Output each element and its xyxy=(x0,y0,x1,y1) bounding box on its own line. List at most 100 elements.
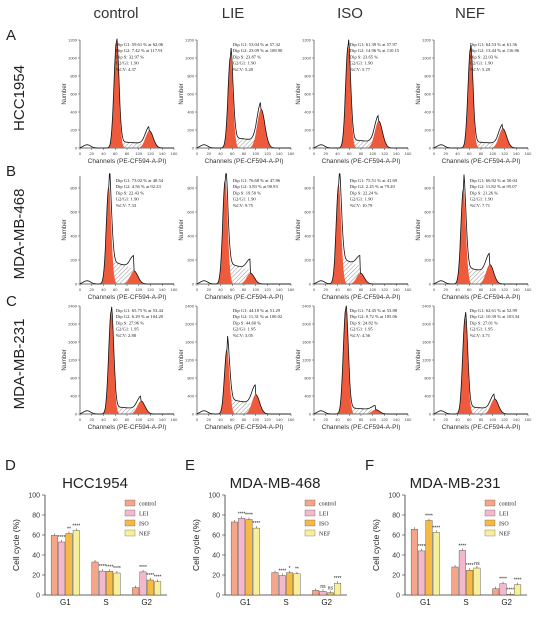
histogram-x-tick-label: 20 xyxy=(444,287,449,292)
histogram-x-tick-label: 100 xyxy=(489,151,496,156)
histogram-x-axis-label: Channels (PE-CF594-A-PI) xyxy=(88,424,167,431)
histogram-y-tick-label: 2400 xyxy=(68,304,78,309)
histogram-8: 0 200 400 600 800 0 20 40 60 80 100 120 140 160 Channe… xyxy=(416,174,532,301)
histogram-g2-peak xyxy=(483,398,506,414)
histogram-x-tick-label: 20 xyxy=(324,417,329,422)
legend-swatch-iso xyxy=(124,519,136,527)
histogram-3: 0 200 400 600 800 1000 1200 0 20 40 60 80 100 120 140 1… xyxy=(296,38,412,166)
histogram-x-tick-label: 60 xyxy=(467,151,472,156)
histogram-x-tick-label: 100 xyxy=(369,417,376,422)
bar-control xyxy=(492,588,500,596)
bar-y-axis-label: Cell cycle (%) xyxy=(371,519,381,571)
histogram-y-axis-label: Number xyxy=(179,219,185,240)
histogram-y-tick-label: 600 xyxy=(424,92,431,97)
histogram-x-tick-label: 40 xyxy=(455,417,460,422)
histogram-y-tick-label: 1600 xyxy=(422,340,432,345)
bar-significance-label: ns xyxy=(320,584,326,590)
histogram-x-tick-label: 0 xyxy=(79,287,82,292)
histogram-stat-line: Dip G2: 0.72 % at 105.06 xyxy=(350,314,398,319)
bar-lei xyxy=(458,550,466,596)
histogram-stat-line: Dip S: 23.65 % xyxy=(350,54,379,59)
histogram-x-tick-label: 0 xyxy=(79,151,82,156)
histogram-y-tick-label: 800 xyxy=(304,376,311,381)
histogram-x-tick-label: 140 xyxy=(513,287,520,292)
bar-control xyxy=(451,566,459,596)
row-label-c: MDA-MB-231 xyxy=(11,319,28,410)
bar-category-label: S xyxy=(103,598,108,607)
bar-significance-label: **** xyxy=(418,544,426,550)
histogram-stat-line: G2/G1: 1.95 xyxy=(350,327,374,332)
histogram-stat-line: G2/G1: 1.90 xyxy=(116,197,140,202)
panel-letter-f: F xyxy=(365,457,374,474)
bar-significance-label: **** xyxy=(252,521,260,527)
bar-chart-title: HCC1954 xyxy=(62,475,128,492)
bar-y-axis-label: Cell cycle (%) xyxy=(11,519,21,571)
histogram-y-tick-label: 0 xyxy=(75,282,78,287)
bar-y-tick-label: 20 xyxy=(392,573,400,580)
histogram-stat-line: %CV: 4.56 xyxy=(350,333,371,338)
histogram-y-tick-label: 1200 xyxy=(422,358,432,363)
histogram-x-tick-label: 0 xyxy=(433,151,436,156)
bar-significance-label: **** xyxy=(466,563,474,569)
histogram-stat-line: Dip G1: 74.45 % at 53.88 xyxy=(350,308,398,313)
bar-iso xyxy=(286,572,294,596)
histogram-x-tick-label: 20 xyxy=(90,151,95,156)
histogram-y-tick-label: 800 xyxy=(304,186,311,191)
histogram-y-tick-label: 400 xyxy=(187,110,194,115)
histogram-stat-line: G2/G1: 1.90 xyxy=(470,61,494,66)
histogram-envelope-line xyxy=(79,306,174,415)
bar-y-tick-label: 80 xyxy=(212,513,220,520)
bar-category-label: G1 xyxy=(60,598,71,607)
histogram-stat-line: Dip G2: 4.56 % at 92.23 xyxy=(116,184,162,189)
histogram-x-tick-label: 120 xyxy=(501,287,508,292)
histogram-stat-line: %CV: 10.79 xyxy=(350,203,373,208)
histogram-x-tick-label: 160 xyxy=(288,287,295,292)
histogram-x-tick-label: 120 xyxy=(501,151,508,156)
histogram-g1-peak xyxy=(222,56,239,149)
histogram-x-tick-label: 20 xyxy=(207,151,212,156)
histogram-y-tick-label: 2400 xyxy=(302,304,312,309)
histogram-x-tick-label: 100 xyxy=(369,151,376,156)
histogram-x-tick-label: 40 xyxy=(455,151,460,156)
bar-nef xyxy=(432,532,440,596)
histogram-stat-line: G2/G1: 1.95 xyxy=(116,327,140,332)
histogram-stat-line: Dip S: 22.43 % xyxy=(116,190,145,195)
histogram-stat-line: %CV: 5.29 xyxy=(470,67,491,72)
histogram-stat-line: Dip G2: 23.09 % at 108.90 xyxy=(233,48,283,53)
histogram-stat-line: Dip G1: 44.10 % at 51.29 xyxy=(233,308,281,313)
histogram-envelope-line xyxy=(79,173,174,285)
histogram-stat-line: %CV: 7.71 xyxy=(470,203,491,208)
histogram-stat-line: Dip S: 27.01 % xyxy=(470,320,499,325)
row-label-b: MDA-MB-468 xyxy=(11,189,28,280)
bar-category-label: G2 xyxy=(501,598,512,607)
legend-swatch-control xyxy=(124,499,136,507)
histogram-x-tick-label: 140 xyxy=(393,417,400,422)
histogram-y-tick-label: 1600 xyxy=(302,340,312,345)
histogram-y-tick-label: 1200 xyxy=(302,358,312,363)
histogram-stat-line: Dip G1: 53.04 % at 57.32 xyxy=(233,42,281,47)
histogram-x-tick-label: 120 xyxy=(147,287,154,292)
histogram-stat-line: Dip G2: 13.44 % at 116.96 xyxy=(470,48,520,53)
legend-label-nef: NEF xyxy=(499,532,511,538)
histogram-y-tick-label: 1000 xyxy=(422,56,432,61)
row-label-a: HCC1954 xyxy=(11,65,28,131)
histogram-x-tick-label: 140 xyxy=(393,287,400,292)
histogram-y-tick-label: 200 xyxy=(187,258,194,263)
histogram-envelope-line xyxy=(313,305,408,415)
histogram-y-tick-label: 2400 xyxy=(422,304,432,309)
histogram-x-axis-label: Channels (PE-CF594-A-PI) xyxy=(322,424,401,431)
histogram-y-tick-label: 2000 xyxy=(185,322,195,327)
bar-lei xyxy=(499,583,507,596)
histogram-x-axis-label: Channels (PE-CF594-A-PI) xyxy=(442,158,521,165)
histogram-x-tick-label: 120 xyxy=(381,151,388,156)
histogram-g1-peak xyxy=(455,189,472,284)
column-header-control: control xyxy=(93,5,138,22)
histogram-stat-line: Dip S: 21.26 % xyxy=(470,190,499,195)
histogram-x-tick-label: 80 xyxy=(125,151,130,156)
histogram-x-tick-label: 140 xyxy=(159,287,166,292)
histogram-stat-line: Dip S: 19.50 % xyxy=(233,190,262,195)
histogram-stat-line: G2/G1: 1.90 xyxy=(233,61,257,66)
histogram-x-tick-label: 100 xyxy=(135,151,142,156)
histogram-y-tick-label: 2000 xyxy=(68,322,78,327)
histogram-y-tick-label: 200 xyxy=(304,128,311,133)
